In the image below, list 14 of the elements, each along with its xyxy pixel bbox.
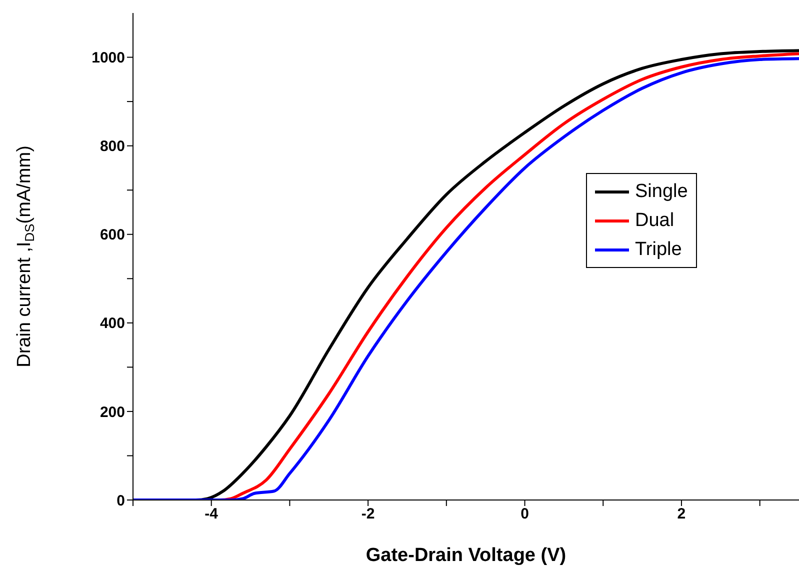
y-tick-label: 0 xyxy=(116,492,125,510)
y-tick-label: 200 xyxy=(100,404,125,421)
legend-label: Dual xyxy=(635,209,674,233)
y-tick-label: 1000 xyxy=(92,50,125,67)
x-tick-label: 0 xyxy=(520,506,529,523)
x-tick-label: -2 xyxy=(361,506,375,523)
y-tick-label: 800 xyxy=(100,138,125,156)
y-tick-label: 600 xyxy=(100,226,125,244)
x-tick-label: 2 xyxy=(677,506,686,523)
x-axis-title: Gate-Drain Voltage (V) xyxy=(366,545,566,566)
legend-label: Triple xyxy=(635,238,682,262)
x-tick-label: -4 xyxy=(204,506,219,523)
y-tick-label: 400 xyxy=(100,315,125,332)
legend-label: Single xyxy=(635,180,688,204)
